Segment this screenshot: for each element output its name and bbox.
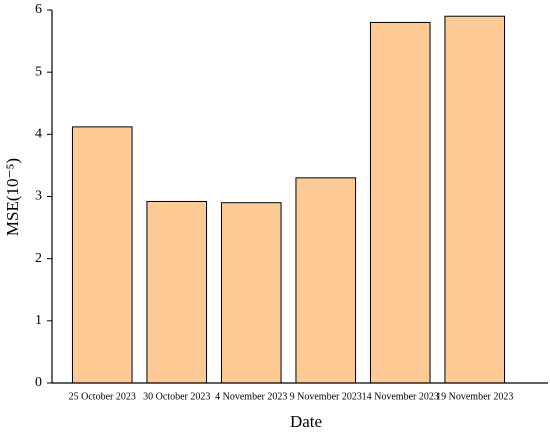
x-tick-label: 9 November 2023: [290, 391, 362, 402]
bar: [146, 200, 208, 384]
bar: [295, 177, 357, 384]
x-tick-label: 19 November 2023: [436, 391, 513, 402]
y-tick-label: 2: [35, 251, 42, 266]
y-tick-label: 5: [35, 64, 42, 79]
y-tick-label: 4: [35, 127, 42, 142]
bar: [71, 126, 133, 384]
y-tick-label: 6: [35, 2, 42, 17]
y-tick-label: 1: [35, 313, 42, 328]
y-tick-label: 0: [35, 375, 42, 390]
y-axis-title: MSE(10⁻⁵): [3, 158, 22, 236]
x-tick-label: 4 November 2023: [215, 391, 287, 402]
x-tick-label: 14 November 2023: [362, 391, 439, 402]
bar: [444, 15, 506, 384]
x-tick-label: 25 October 2023: [69, 391, 136, 402]
bar: [369, 21, 431, 384]
bar: [220, 202, 282, 384]
x-tick-label: 30 October 2023: [143, 391, 210, 402]
x-axis-title: Date: [290, 412, 322, 431]
y-tick-label: 3: [35, 189, 42, 204]
